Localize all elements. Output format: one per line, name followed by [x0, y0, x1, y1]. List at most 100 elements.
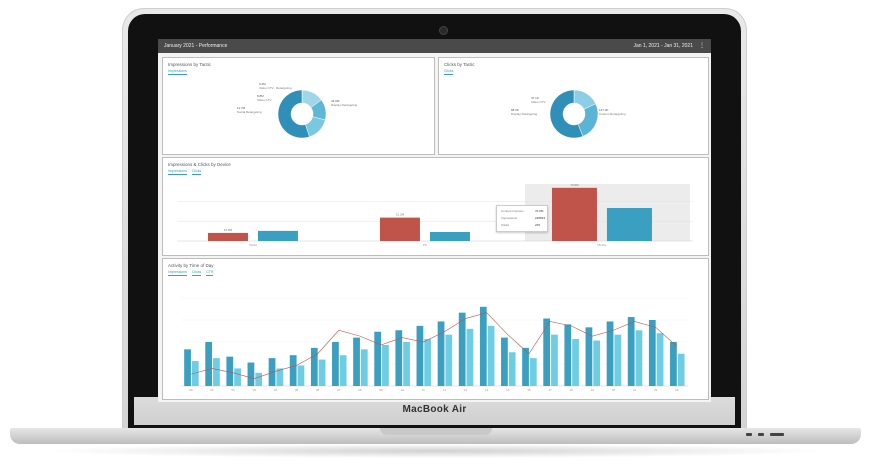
bar-clicks [677, 353, 685, 386]
dashboard-screen: January 2021 - Performance Jan 1, 2021 -… [158, 39, 711, 402]
tick-label: 04 [274, 388, 278, 392]
impressions-donut [277, 89, 327, 139]
panel-tabs: Impressions [168, 69, 191, 75]
bar-impressions [332, 342, 339, 386]
bar-clicks [593, 340, 601, 386]
laptop-base [10, 428, 861, 444]
slice-label-top: 8.8M [257, 94, 264, 98]
slice-label-bottom: Video CTV - Retargeting [259, 86, 292, 90]
slice-label-bottom: Video CTV [257, 98, 272, 102]
bar-impressions [437, 321, 445, 386]
slice-label-top: 11.7M [237, 106, 246, 110]
tooltip-value: 70.9M [535, 209, 544, 213]
tick-label: 07 [337, 388, 341, 392]
bar-impressions [670, 342, 677, 386]
bar-impressions [479, 306, 487, 386]
tick-label: 13 [464, 388, 468, 392]
time-bar-chart: 00 01 02 03 04 05 06 07 08 09 10 11 12 13 14 15 16 17 18 19… [181, 297, 688, 392]
bar-clicks [606, 208, 652, 241]
bar-impressions [648, 320, 656, 386]
slice-label-top: 147.3K [599, 108, 609, 112]
tooltip-label: Content Impress... [501, 209, 526, 213]
bar-impressions [247, 362, 255, 386]
bar-impressions [416, 325, 424, 386]
bar-impressions [564, 324, 572, 386]
panel-title: Activity by Time of Day [168, 263, 214, 268]
date-range-picker[interactable]: Jan 1, 2021 - Jan 31, 2021 [633, 43, 694, 49]
tab-impressions[interactable]: Impressions [168, 169, 187, 175]
port-icon [770, 433, 784, 436]
bar-impressions [268, 358, 276, 386]
tick-label: 02 [232, 388, 236, 392]
clicks-by-tactic-panel: Clicks by Tactic Clicks 47.1K Video CTV … [438, 57, 709, 155]
bar-clicks [339, 355, 347, 386]
tab-impressions[interactable]: Impressions [168, 69, 187, 75]
bar-clicks [466, 328, 474, 386]
tab-clicks[interactable]: Clicks [444, 69, 454, 75]
bar-clicks [318, 359, 326, 386]
tab-impressions[interactable]: Impressions [168, 270, 187, 276]
bar-impressions [585, 327, 593, 386]
panel-title: Impressions & Clicks by Device [168, 162, 231, 167]
donut-slice [549, 89, 584, 139]
slice-label-top: 44.9M [331, 99, 340, 103]
tab-clicks[interactable]: Clicks [191, 169, 202, 175]
bar-clicks [424, 339, 432, 386]
tab-ctr[interactable]: CTR [206, 270, 214, 276]
slice-label-top: 47.1K [531, 96, 539, 100]
tick-label: 15 [506, 388, 510, 392]
slice-label-bottom: Custom Retargeting [599, 112, 626, 116]
tick-label: 00 [189, 388, 193, 392]
more-options-icon[interactable]: ⋮ [699, 43, 705, 49]
clicks-donut [549, 89, 599, 139]
tick-label: 16 [527, 388, 531, 392]
tick-label: 19 [591, 388, 595, 392]
panel-tabs: Impressions Clicks [168, 169, 205, 175]
device-chart-panel: Impressions & Clicks by Device Impressio… [162, 157, 709, 256]
tick-label: 21 [633, 388, 637, 392]
bar-impressions [310, 347, 318, 386]
device-bar-chart: 10.8M Tablet 31.2M PC 70.9M Mobile [177, 183, 693, 247]
port-icon [746, 433, 752, 436]
bar-clicks [257, 230, 298, 241]
slice-label-bottom: Social Retargeting [237, 110, 262, 114]
panel-tabs: Impressions Clicks CTR [168, 270, 217, 276]
tick-label: 09 [379, 388, 383, 392]
bar-impressions [606, 321, 614, 386]
tooltip-label: Impressions [501, 216, 518, 220]
tooltip-label: Clicks [501, 223, 509, 227]
data-label: 70.9M [570, 183, 579, 187]
category-label: Tablet [249, 243, 257, 247]
panel-tabs: Clicks [444, 69, 457, 75]
category-label: Mobile [598, 243, 607, 247]
bar-impressions [379, 217, 420, 241]
laptop-shadow [40, 444, 831, 458]
bar-impressions [184, 349, 191, 386]
bar-clicks [382, 344, 389, 386]
bar-impressions [207, 232, 248, 241]
bar-clicks [572, 339, 579, 386]
bar-clicks [508, 352, 516, 386]
donut-slice [277, 89, 310, 139]
port-icon [758, 433, 764, 436]
bar-impressions [543, 318, 551, 386]
tick-label: 18 [570, 388, 574, 392]
tick-label: 01 [210, 388, 214, 392]
tab-clicks[interactable]: Clicks [191, 270, 202, 276]
trackpad-notch [380, 428, 492, 435]
tick-label: 11 [422, 388, 425, 392]
bar-impressions [627, 317, 635, 386]
chart-tooltip: Content Impress... 70.9M Impressions 248… [496, 205, 548, 232]
dashboard-header: January 2021 - Performance Jan 1, 2021 -… [158, 39, 711, 53]
bar-clicks [551, 334, 558, 386]
bar-clicks [656, 333, 664, 386]
bar-clicks [297, 365, 305, 386]
time-of-day-panel: Activity by Time of Day Impressions Clic… [162, 258, 709, 400]
bar-clicks [614, 334, 622, 386]
panel-title: Clicks by Tactic [444, 62, 475, 67]
bar-clicks [255, 372, 263, 386]
slice-label-bottom: Display Retargeting [511, 112, 538, 116]
bar-impressions [353, 337, 360, 386]
bar-clicks [429, 232, 470, 241]
tooltip-value: 225 [535, 223, 541, 227]
